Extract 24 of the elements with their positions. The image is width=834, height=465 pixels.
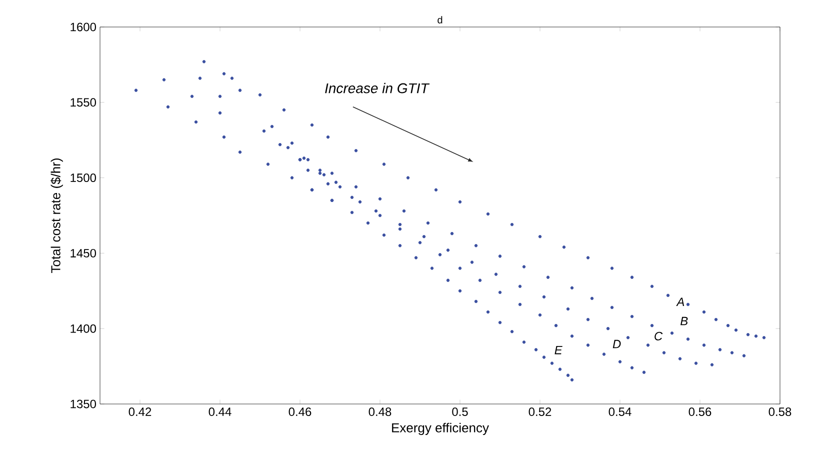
x-tick-label: 0.58	[768, 408, 792, 416]
y-tick-label: 1500	[70, 174, 96, 182]
x-tick-label: 0.46	[288, 408, 312, 416]
x-tick-label: 0.52	[528, 408, 552, 416]
x-tick-label: 0.44	[208, 408, 232, 416]
chart-title: d	[438, 16, 442, 24]
y-tick-label: 1450	[70, 248, 96, 258]
y-tick-label: 1400	[70, 324, 96, 333]
y-tick-label: 1350	[70, 400, 96, 408]
annotation: D	[612, 340, 621, 348]
y-axis-title: Total cost rate ($/hr)	[50, 158, 63, 273]
x-tick-label: 0.56	[688, 408, 712, 416]
x-tick-label: 0.5	[452, 408, 468, 416]
annotation: A	[676, 298, 684, 306]
annotation: E	[554, 346, 562, 354]
y-tick-label: 1600	[70, 22, 96, 32]
x-axis-title: Exergy efficiency	[392, 422, 489, 435]
annotation: C	[654, 332, 663, 340]
annotation: B	[680, 316, 688, 326]
x-tick-label: 0.42	[128, 408, 152, 416]
x-tick-label: 0.48	[368, 408, 392, 416]
y-tick-label: 1550	[70, 98, 96, 107]
x-tick-label: 0.54	[608, 408, 632, 416]
annotation: Increase in GTIT	[325, 82, 430, 94]
